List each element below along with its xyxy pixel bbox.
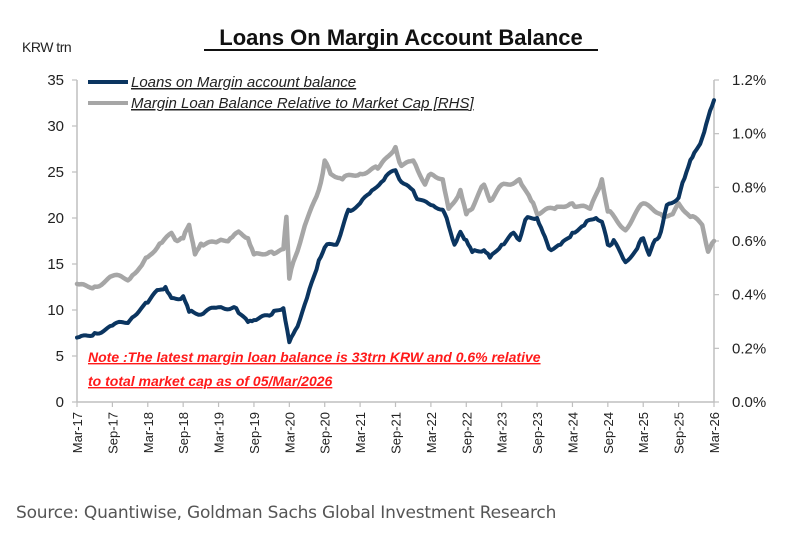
note-annotation: Note :The latest margin loan balance is …	[88, 349, 541, 389]
right-tick-label: 0.4%	[732, 287, 766, 304]
x-tick-label: Mar-25	[636, 412, 651, 453]
note-line-1: Note :The latest margin loan balance is …	[88, 349, 541, 365]
left-axis-unit: KRW trn	[22, 39, 71, 55]
x-tick-label: Sep-17	[105, 412, 120, 454]
chart-title: Loans On Margin Account Balance	[219, 25, 582, 50]
right-tick-label: 0.0%	[732, 394, 766, 411]
series-line-ratio	[74, 144, 717, 291]
left-tick-label: 30	[47, 118, 64, 135]
left-tick-label: 15	[47, 256, 64, 273]
axes: 0 5 10 15 20 25 30 35 0.0% 0.2% 0.4% 0.6% 0.8% 1.0% 1.…	[47, 72, 766, 454]
x-tick-label: Sep-24	[601, 412, 616, 454]
x-tick-label: Mar-20	[282, 412, 297, 453]
right-tick-label: 0.8%	[732, 179, 766, 196]
x-tick-label: Mar-18	[141, 412, 156, 453]
left-tick-label: 35	[47, 72, 64, 89]
right-tick-label: 0.2%	[732, 340, 766, 357]
x-tick-label: Mar-26	[707, 412, 722, 453]
x-tick-label: Sep-18	[176, 412, 191, 454]
left-tick-label: 10	[47, 302, 64, 319]
legend-label-ratio: Margin Loan Balance Relative to Market C…	[131, 95, 474, 112]
left-tick-label: 20	[47, 210, 64, 227]
x-tick-label: Sep-22	[459, 412, 474, 454]
right-tick-label: 1.2%	[732, 72, 766, 89]
x-tick-label: Sep-21	[389, 412, 404, 454]
left-tick-label: 0	[56, 394, 64, 411]
x-tick-label: Mar-17	[70, 412, 85, 453]
x-tick-label: Mar-24	[565, 412, 580, 453]
x-tick-label: Sep-25	[672, 412, 687, 454]
series-line-loans	[75, 98, 716, 345]
left-tick-label: 25	[47, 164, 64, 181]
legend-label-loans: Loans on Margin account balance	[131, 74, 356, 91]
legend: Loans on Margin account balance Margin L…	[88, 74, 474, 112]
right-tick-label: 1.0%	[732, 126, 766, 143]
left-tick-label: 5	[56, 348, 64, 365]
x-tick-label: Sep-23	[530, 412, 545, 454]
source-caption: Source: Quantiwise, Goldman Sachs Global…	[16, 503, 557, 523]
x-tick-label: Mar-23	[495, 412, 510, 453]
x-tick-label: Sep-19	[247, 412, 262, 454]
x-tick-label: Mar-22	[424, 412, 439, 453]
chart: Loans On Margin Account Balance KRW trn …	[22, 25, 766, 454]
x-tick-label: Sep-20	[318, 412, 333, 454]
x-tick-label: Mar-21	[353, 412, 368, 453]
note-line-2: to total market cap as of 05/Mar/2026	[88, 373, 333, 389]
series-layer	[74, 98, 717, 345]
x-tick-label: Mar-19	[212, 412, 227, 453]
right-tick-label: 0.6%	[732, 233, 766, 250]
